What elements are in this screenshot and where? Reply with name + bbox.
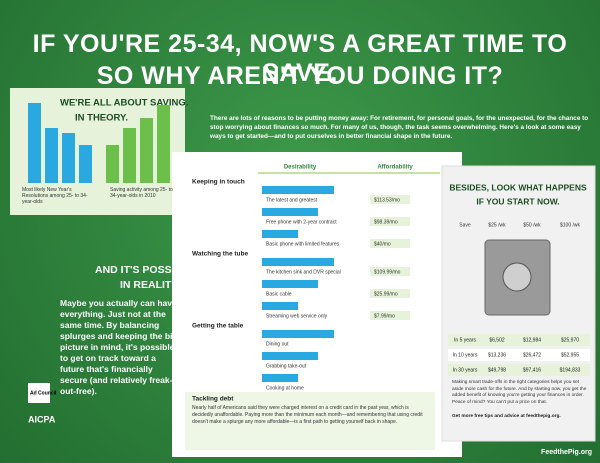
cost-box — [370, 267, 410, 276]
table-cell: $97,416 — [523, 367, 541, 373]
table-cell: $52,955 — [561, 352, 579, 358]
link: Get more free tips and advice at feedthe… — [452, 414, 561, 419]
table-cell: In 30 years — [453, 367, 478, 373]
desirability-bar — [262, 186, 334, 194]
table-row — [448, 364, 590, 376]
logo: AICPA — [28, 414, 56, 424]
desirability-bar — [262, 330, 334, 338]
intro: There are lots of reasons to be putting … — [210, 115, 589, 140]
logo-box — [28, 383, 50, 403]
option-label: Free phone with 2-year contract — [266, 219, 337, 225]
reality-subtitle: IN REALITY. — [120, 279, 180, 291]
bar — [157, 105, 170, 183]
cost: $25.99/mo — [374, 291, 398, 297]
debt-text: Nearly half of Americans said they were … — [192, 405, 423, 425]
table-row — [448, 349, 590, 361]
table-cell: $26,472 — [523, 352, 541, 358]
bar — [140, 118, 153, 183]
legend-caption: Most likely New Year's Resolutions among… — [22, 187, 88, 205]
table-cell: $12,984 — [523, 337, 541, 343]
section-title: Watching the tube — [192, 251, 248, 258]
bar — [79, 145, 92, 183]
desirability-bar — [262, 302, 298, 310]
cost-box — [370, 239, 410, 248]
table-header: Save — [459, 222, 471, 228]
option-label: Dining out — [266, 341, 289, 347]
cost: $109.99/mo — [374, 269, 401, 275]
section-title: Tackling debt — [192, 396, 234, 403]
desirability-bar — [262, 374, 298, 382]
cost-box — [370, 217, 410, 226]
option-label: Cooking at home — [266, 385, 304, 391]
cost: $40/mo — [374, 241, 391, 247]
section-title: Keeping in touch — [192, 179, 245, 186]
table-cell: In 5 years — [454, 337, 476, 343]
table-header: $100 /wk — [560, 222, 581, 228]
desirability-bar — [262, 208, 318, 216]
table-cell: $194,833 — [560, 367, 581, 373]
table-cell: $6,502 — [489, 337, 505, 343]
logo: FeedthePig.org — [541, 449, 592, 456]
cost: $98.39/mo — [374, 219, 398, 225]
closing: Making smart trade-offs in the right cat… — [452, 380, 587, 405]
cost-box — [370, 195, 410, 204]
table-cell: In 10 years — [453, 352, 478, 358]
table-cell: $13,236 — [488, 352, 506, 358]
desirability-bar — [262, 352, 318, 360]
option-label: Streaming web service only — [266, 313, 328, 319]
desirability-bar — [262, 280, 318, 288]
table-cell: $49,798 — [488, 367, 506, 373]
chart-title: WE'RE ALL ABOUT SAVING. — [60, 98, 188, 109]
bar — [106, 145, 119, 183]
headline: IF YOU'RE 25-34, NOW'S A GREAT TIME TO S… — [32, 30, 568, 87]
option-label: Grabbing take-out — [266, 363, 307, 369]
section-title: Getting the table — [192, 323, 244, 330]
reality-text: Maybe you actually can have everything. … — [60, 298, 178, 396]
legend-caption: Saving activity among 25- to 34-year-old… — [110, 187, 173, 199]
column-header: Desirability — [284, 165, 317, 171]
logo: Ad Council — [30, 390, 57, 396]
table-header: $25 /wk — [488, 222, 506, 228]
desirability-bar — [262, 258, 334, 266]
option-label: Basic cable — [266, 291, 292, 297]
cost: $7.99/mo — [374, 313, 395, 319]
table-row — [448, 334, 590, 346]
debt-box — [185, 392, 435, 450]
headline: SO WHY AREN'T YOU DOING IT? — [96, 62, 504, 90]
bar — [123, 128, 136, 183]
table-cell: $25,970 — [561, 337, 579, 343]
option-label: The kitchen sink and DVR special — [266, 269, 341, 275]
option-label: The latest and greatest — [266, 197, 318, 203]
desirability-bar — [262, 230, 298, 238]
bar — [62, 133, 75, 183]
option-label: Basic phone with limited features — [266, 241, 340, 247]
savings-title: BESIDES, LOOK WHAT HAPPENS — [449, 182, 587, 192]
bar — [45, 128, 58, 183]
chart-subtitle: IN THEORY. — [75, 113, 128, 124]
cost: $113.53/mo — [374, 197, 400, 203]
table-header: $50 /wk — [523, 222, 541, 228]
bar — [28, 103, 41, 183]
safe-dial — [502, 262, 532, 292]
cost-box — [370, 311, 410, 320]
savings-subtitle: IF YOU START NOW. — [476, 196, 559, 206]
cost-box — [370, 289, 410, 298]
column-header: Affordability — [377, 165, 413, 171]
